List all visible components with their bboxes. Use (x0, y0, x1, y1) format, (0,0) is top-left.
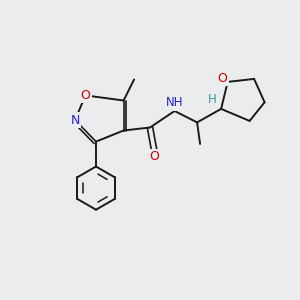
Text: H: H (208, 93, 217, 106)
Text: O: O (150, 150, 159, 163)
Text: O: O (218, 72, 227, 85)
Text: N: N (70, 113, 80, 127)
Text: O: O (81, 89, 90, 102)
Text: NH: NH (166, 96, 183, 109)
